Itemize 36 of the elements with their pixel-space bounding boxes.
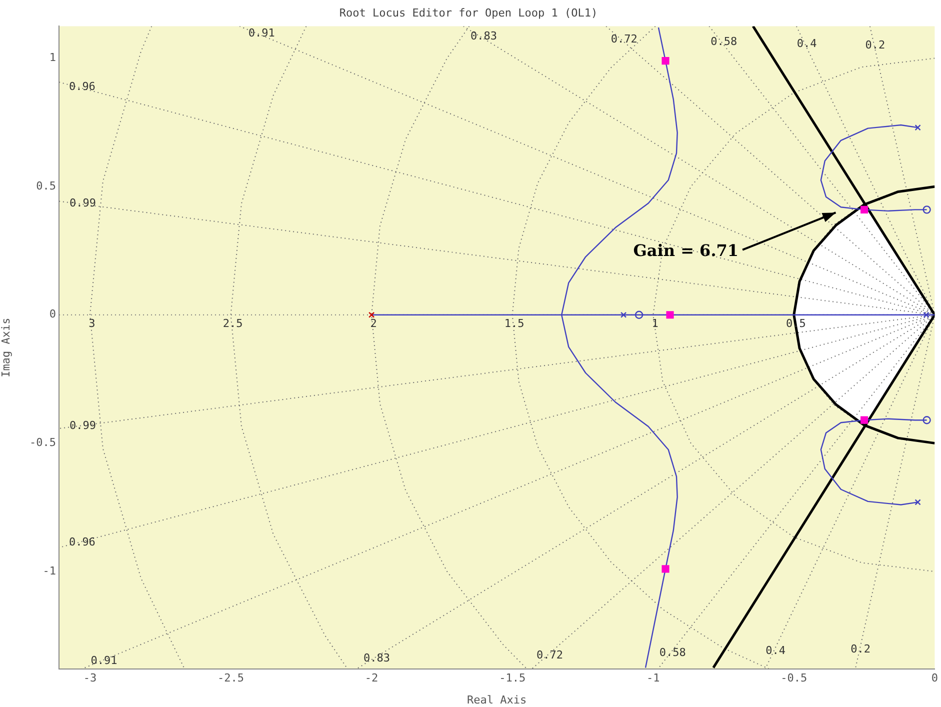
y-tick-label: -1 xyxy=(42,564,56,578)
series-label: 3 xyxy=(88,317,96,330)
y-tick-label: -0.5 xyxy=(30,436,56,450)
x-tick-label: -0.5 xyxy=(780,671,808,684)
series-label: 0.2 xyxy=(850,642,870,656)
text: 0.99 xyxy=(70,196,96,210)
x-tick-label: -1 xyxy=(646,671,660,684)
text: 0.91 xyxy=(248,26,275,40)
text: 0.96 xyxy=(68,80,96,94)
series-label: 0.4 xyxy=(766,644,786,657)
x-tick-label: -2.5 xyxy=(218,671,244,684)
y-tick-label: 1 xyxy=(49,51,56,64)
x-tick-label: -2 xyxy=(364,671,378,684)
text: 0.83 xyxy=(470,30,498,43)
text: 0.4 xyxy=(796,37,817,50)
x-tick-label: -3 xyxy=(83,671,97,684)
x-axis-title: Real Axis xyxy=(467,693,527,706)
chart-title: Root Locus Editor for Open Loop 1 (OL1) xyxy=(339,6,598,20)
series-label: 0.72 xyxy=(610,32,638,46)
y-tick-label: 0.5 xyxy=(36,179,56,192)
y-axis-title: Imag Axis xyxy=(0,318,12,378)
text: 0.2 xyxy=(865,38,886,52)
text: 0.58 xyxy=(710,34,738,48)
x-tick-label: 0 xyxy=(931,671,938,684)
text: 0.72 xyxy=(536,648,564,662)
series-label: 2 xyxy=(370,317,377,330)
series-label: 0.58 xyxy=(659,646,686,660)
series-label: 0.99 xyxy=(70,418,96,432)
series-label: 1 xyxy=(652,317,658,330)
series-label: 1.5 xyxy=(504,317,524,330)
series-label: 2.5 xyxy=(222,317,243,330)
annotation: Gain = 6.71 xyxy=(633,240,739,260)
x-tick-label: -1.5 xyxy=(499,671,526,684)
y-tick-label: 0 xyxy=(49,308,56,321)
series-label: 0.83 xyxy=(364,651,390,664)
series-label: 0.91 xyxy=(90,654,118,668)
